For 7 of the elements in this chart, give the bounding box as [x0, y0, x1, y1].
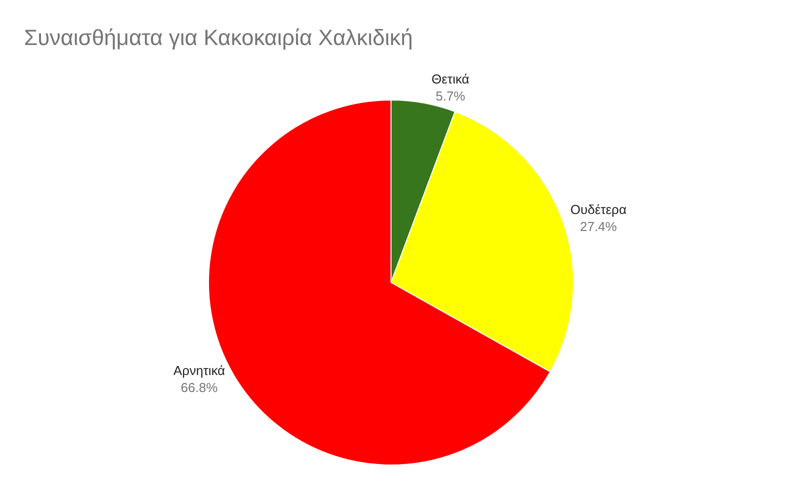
slice-label: Ουδέτερα: [570, 202, 627, 217]
data-label: 5.7%: [436, 88, 466, 104]
data-label: 27.4%: [580, 218, 618, 234]
data-label: 66.8%: [180, 380, 218, 395]
slice-label: Αρνητικά: [173, 362, 226, 378]
chart-title: Συναισθήματα για Κακοκαιρία Χαλκιδική: [24, 25, 413, 50]
slice-label: Θετικά: [432, 72, 470, 87]
